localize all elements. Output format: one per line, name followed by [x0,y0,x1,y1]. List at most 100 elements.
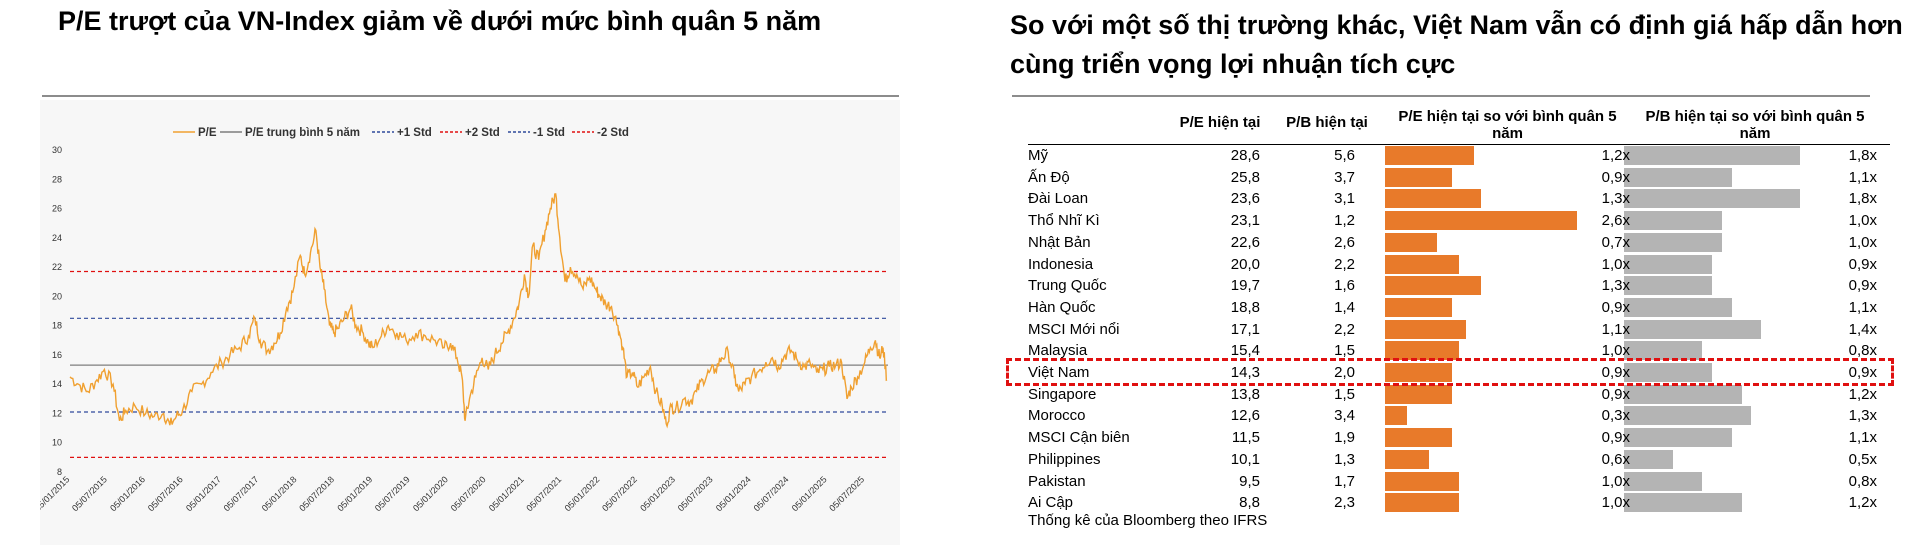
pb-vs-avg-bar [1624,232,1722,252]
pe-vs-avg-bar [1385,211,1578,231]
pe-value: 9,5 [1239,472,1260,490]
pb-value: 3,7 [1334,168,1355,186]
pe-vs-avg-bar [1385,297,1452,317]
country-label: MSCI Cận biên [1028,429,1130,447]
header-pb-vs-avg: P/B hiện tại so với bình quân 5 năm [1645,108,1865,142]
pb-value: 1,7 [1334,472,1355,490]
pe-value: 11,5 [1231,429,1260,447]
pb-vs-avg-bar [1624,297,1732,317]
table-row: Morocco 12,6 3,4 0,3x 1,3x [1010,405,1890,426]
pe-value: 19,7 [1230,277,1260,295]
pb-vs-avg-label: 0,9x [1848,364,1877,381]
pb-value: 3,4 [1334,407,1355,425]
pe-vs-avg-label: 0,9x [1601,364,1630,381]
pb-vs-avg-label: 0,8x [1848,472,1877,490]
x-tick-label: 05/01/2025 [790,474,829,513]
x-tick-label: 05/01/2016 [108,474,147,513]
x-tick-label: 05/01/2017 [184,474,223,513]
pb-value: 1,4 [1334,298,1355,316]
pe-vs-avg-label: 0,9x [1601,298,1630,316]
table-row: Mỹ 28,6 5,6 1,2x 1,8x [1010,144,1890,166]
country-label: Ấn Độ [1028,168,1070,186]
pe-vs-avg-label: 1,2x [1601,147,1630,164]
y-tick-label: 8 [57,467,62,477]
pe-vs-avg-bar [1385,449,1430,469]
table-row: MSCI Cận biên 11,5 1,9 0,9x 1,1x [1010,427,1890,448]
pb-vs-avg-label: 1,1x [1848,429,1877,447]
country-label: Pakistan [1028,472,1086,490]
chart-background [40,100,900,545]
pb-value: 2,2 [1334,255,1355,273]
pb-value: 1,2 [1334,212,1355,230]
pb-vs-avg-label: 1,2x [1848,385,1877,403]
y-tick-label: 28 [52,174,62,184]
x-tick-label: 05/07/2015 [70,474,109,513]
pe-vs-avg-bar [1385,167,1452,187]
pb-vs-avg-bar [1624,319,1762,339]
table-row: Hàn Quốc 18,8 1,4 0,9x 1,1x [1010,297,1890,318]
pe-value: 12,6 [1230,407,1260,425]
table-row: Ấn Độ 25,8 3,7 0,9x 1,1x [1010,167,1890,188]
pb-vs-avg-label: 1,1x [1848,168,1877,186]
pb-vs-avg-bar [1624,449,1673,469]
pb-vs-avg-bar [1624,363,1713,382]
y-tick-label: 24 [52,233,62,243]
country-label: Morocco [1028,407,1086,425]
pe-vs-avg-bar [1385,384,1452,404]
pe-value: 23,1 [1230,212,1260,230]
pb-value: 2,2 [1334,320,1355,338]
x-tick-label: 05/01/2020 [411,474,450,513]
legend-label: -1 Std [533,127,565,139]
pe-vs-avg-label: 0,6x [1601,450,1630,468]
pe-vs-avg-label: 0,9x [1601,385,1630,403]
pb-vs-avg-label: 1,4x [1848,320,1877,338]
pe-vs-avg-bar [1385,232,1437,252]
pb-vs-avg-label: 1,3x [1848,407,1877,425]
pb-vs-avg-bar [1624,211,1722,231]
y-tick-label: 10 [52,438,62,448]
pe-vs-avg-bar [1385,363,1452,382]
pb-vs-avg-bar [1624,471,1703,491]
country-label: Thổ Nhĩ Kì [1028,212,1100,230]
right-table-title: So với một số thị trường khác, Việt Nam … [1010,10,1903,79]
pb-vs-avg-label: 1,0x [1848,212,1877,230]
pe-vs-avg-bar [1385,471,1459,491]
legend-label: +2 Std [465,127,500,139]
table-row: Ai Cập 8,8 2,3 1,0x 1,2x [1010,492,1890,513]
pb-value: 2,6 [1334,233,1355,251]
header-separator [1028,144,1890,145]
x-tick-label: 05/07/2020 [449,474,488,513]
pe-vs-avg-bar [1385,493,1459,513]
pe-vs-avg-label: 0,7x [1601,233,1630,251]
pb-value: 2,0 [1334,364,1355,381]
pe-vs-avg-label: 2,6x [1601,212,1630,230]
pb-vs-avg-bar [1624,189,1801,209]
legend-label: P/E trung bình 5 năm [245,127,360,139]
valuation-table: P/E hiện tại P/B hiện tại P/E hiện tại s… [1010,100,1890,550]
y-tick-label: 16 [52,350,62,360]
pe-vs-avg-bar [1385,406,1408,426]
pb-value: 1,5 [1334,385,1355,403]
table-row: MSCI Mới nổi 17,1 2,2 1,1x 1,4x [1010,319,1890,340]
pe-vs-avg-bar [1385,319,1467,339]
pb-value: 1,9 [1334,429,1355,447]
x-tick-label: 05/07/2017 [222,474,261,513]
x-tick-label: 05/07/2022 [600,474,639,513]
y-tick-label: 30 [52,145,62,155]
pe-value: 25,8 [1230,168,1260,186]
y-tick-label: 22 [52,262,62,272]
pe-value: 28,6 [1230,147,1260,164]
pb-vs-avg-bar [1624,254,1713,274]
pe-vs-avg-bar [1385,254,1459,274]
country-label: Malaysia [1028,342,1088,360]
country-label: Hàn Quốc [1028,298,1096,316]
left-divider [42,95,899,97]
header-pb: P/B hiện tại [1286,114,1368,131]
pb-vs-avg-bar [1624,167,1732,187]
vietnam-highlight-box [1006,358,1894,386]
pb-vs-avg-label: 0,9x [1848,277,1877,295]
table-row: Singapore 13,8 1,5 0,9x 1,2x [1010,384,1890,405]
x-tick-label: 05/07/2018 [297,474,336,513]
pb-vs-avg-label: 0,5x [1848,450,1877,468]
table-row: Philippines 10,1 1,3 0,6x 0,5x [1010,449,1890,470]
